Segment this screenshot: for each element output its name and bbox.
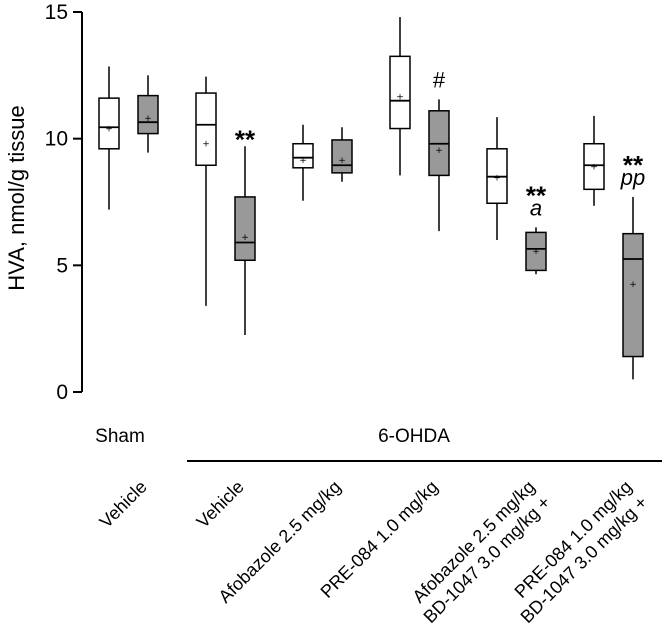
- annotation-3-1: **: [623, 150, 644, 180]
- box-1-0: +: [195, 76, 217, 306]
- category-label-1-0: Vehicle: [193, 477, 248, 532]
- mean-marker: +: [144, 114, 152, 124]
- group-label-1: 6-OHDA: [378, 426, 450, 447]
- category-label-0-0: Vehicle: [96, 477, 151, 532]
- box-0-1: +: [137, 75, 159, 153]
- y-axis-title: HVA, nmol/g tissue: [4, 105, 29, 290]
- mean-marker: +: [338, 156, 346, 166]
- box-3-0: +: [389, 17, 411, 176]
- y-tick-label-1: 5: [56, 254, 68, 277]
- box-body: [195, 92, 217, 167]
- annotation-2-0: a: [530, 195, 542, 220]
- mean-marker: +: [241, 233, 249, 243]
- annotation-2-1: **: [526, 180, 547, 210]
- annotation-1-0: #: [433, 67, 446, 92]
- annotation-0-0: **: [235, 124, 256, 154]
- box-body: [137, 94, 159, 135]
- mean-marker: +: [493, 174, 501, 184]
- box-3-1: +: [428, 99, 450, 232]
- box-5-0: +: [583, 115, 605, 206]
- box-2-0: +: [292, 124, 314, 201]
- box-0-0: +: [98, 66, 120, 210]
- box-5-1: +: [622, 196, 644, 380]
- mean-marker: +: [396, 93, 404, 103]
- y-axis: 0 5 10 15: [45, 1, 83, 404]
- group-label-0: Sham: [95, 426, 145, 447]
- y-tick-label-0: 0: [56, 381, 68, 404]
- box-body: [583, 142, 605, 191]
- box-body: [98, 97, 120, 150]
- box-body: [292, 142, 314, 169]
- mean-marker: +: [532, 247, 540, 257]
- mean-marker: +: [105, 124, 113, 134]
- mean-marker: +: [435, 146, 443, 156]
- box-body: [525, 231, 547, 272]
- box-body: [389, 55, 411, 130]
- box-1-1: +: [234, 146, 256, 335]
- significance-annotations: **#a**pp**: [235, 67, 645, 220]
- group-labels: Sham 6-OHDA: [95, 426, 662, 462]
- annotation-3-0: pp: [620, 165, 645, 190]
- box-body: [234, 196, 256, 262]
- box-4-0: +: [486, 117, 508, 240]
- y-tick-label-3: 15: [45, 1, 68, 24]
- mean-marker: +: [590, 162, 598, 172]
- box-body: [622, 232, 644, 358]
- y-tick-label-2: 10: [45, 128, 68, 151]
- box-2-1: +: [331, 127, 353, 182]
- mean-marker: +: [299, 156, 307, 166]
- mean-marker: +: [629, 280, 637, 290]
- box-4-1: +: [525, 227, 547, 275]
- mean-marker: +: [202, 139, 210, 149]
- box-plots: + + + + + + + + + + + +: [98, 17, 644, 380]
